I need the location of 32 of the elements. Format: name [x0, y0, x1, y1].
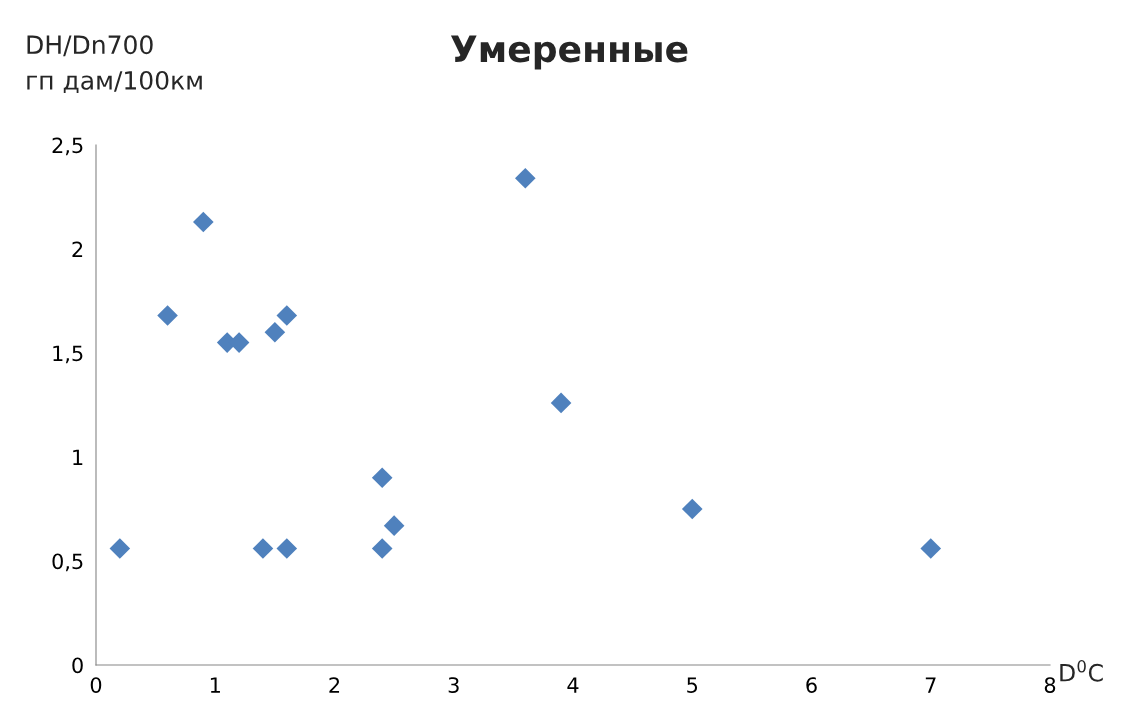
point [515, 167, 536, 189]
chart-title: Умеренные [450, 35, 688, 70]
point [157, 305, 178, 326]
point [383, 515, 405, 536]
point [550, 392, 572, 414]
x-tick-label: 0 [90, 677, 102, 693]
point [276, 538, 298, 559]
x-tick-label: 3 [448, 677, 459, 693]
point [264, 321, 286, 343]
y-tick-label: 2 [72, 241, 83, 257]
x-tick-label: 6 [806, 677, 817, 693]
x-tick-label: 4 [567, 677, 579, 693]
point [193, 211, 214, 233]
point [920, 538, 942, 559]
point [252, 538, 274, 559]
y-axis-title: DH/Dn700 гп дам/100км [27, 35, 202, 93]
point [276, 305, 298, 326]
y-tick-label: 0 [72, 657, 83, 674]
point [681, 498, 703, 520]
x-tick-label: 2 [329, 677, 340, 693]
x-tick-label: 7 [925, 677, 936, 693]
x-tick-label: 5 [687, 677, 698, 693]
y-tick-label: 0,5 [52, 553, 83, 572]
point [109, 538, 131, 559]
y-tick-label: 2,5 [52, 137, 83, 156]
x-axis-title: D$^{0}$C [1060, 660, 1103, 682]
x-tick-label: 8 [1044, 677, 1056, 693]
y-tick-label: 1,5 [53, 345, 83, 364]
point [371, 538, 393, 559]
y-tick-label: 1 [73, 449, 83, 465]
point [371, 467, 393, 489]
x-tick-label: 1 [210, 677, 220, 693]
